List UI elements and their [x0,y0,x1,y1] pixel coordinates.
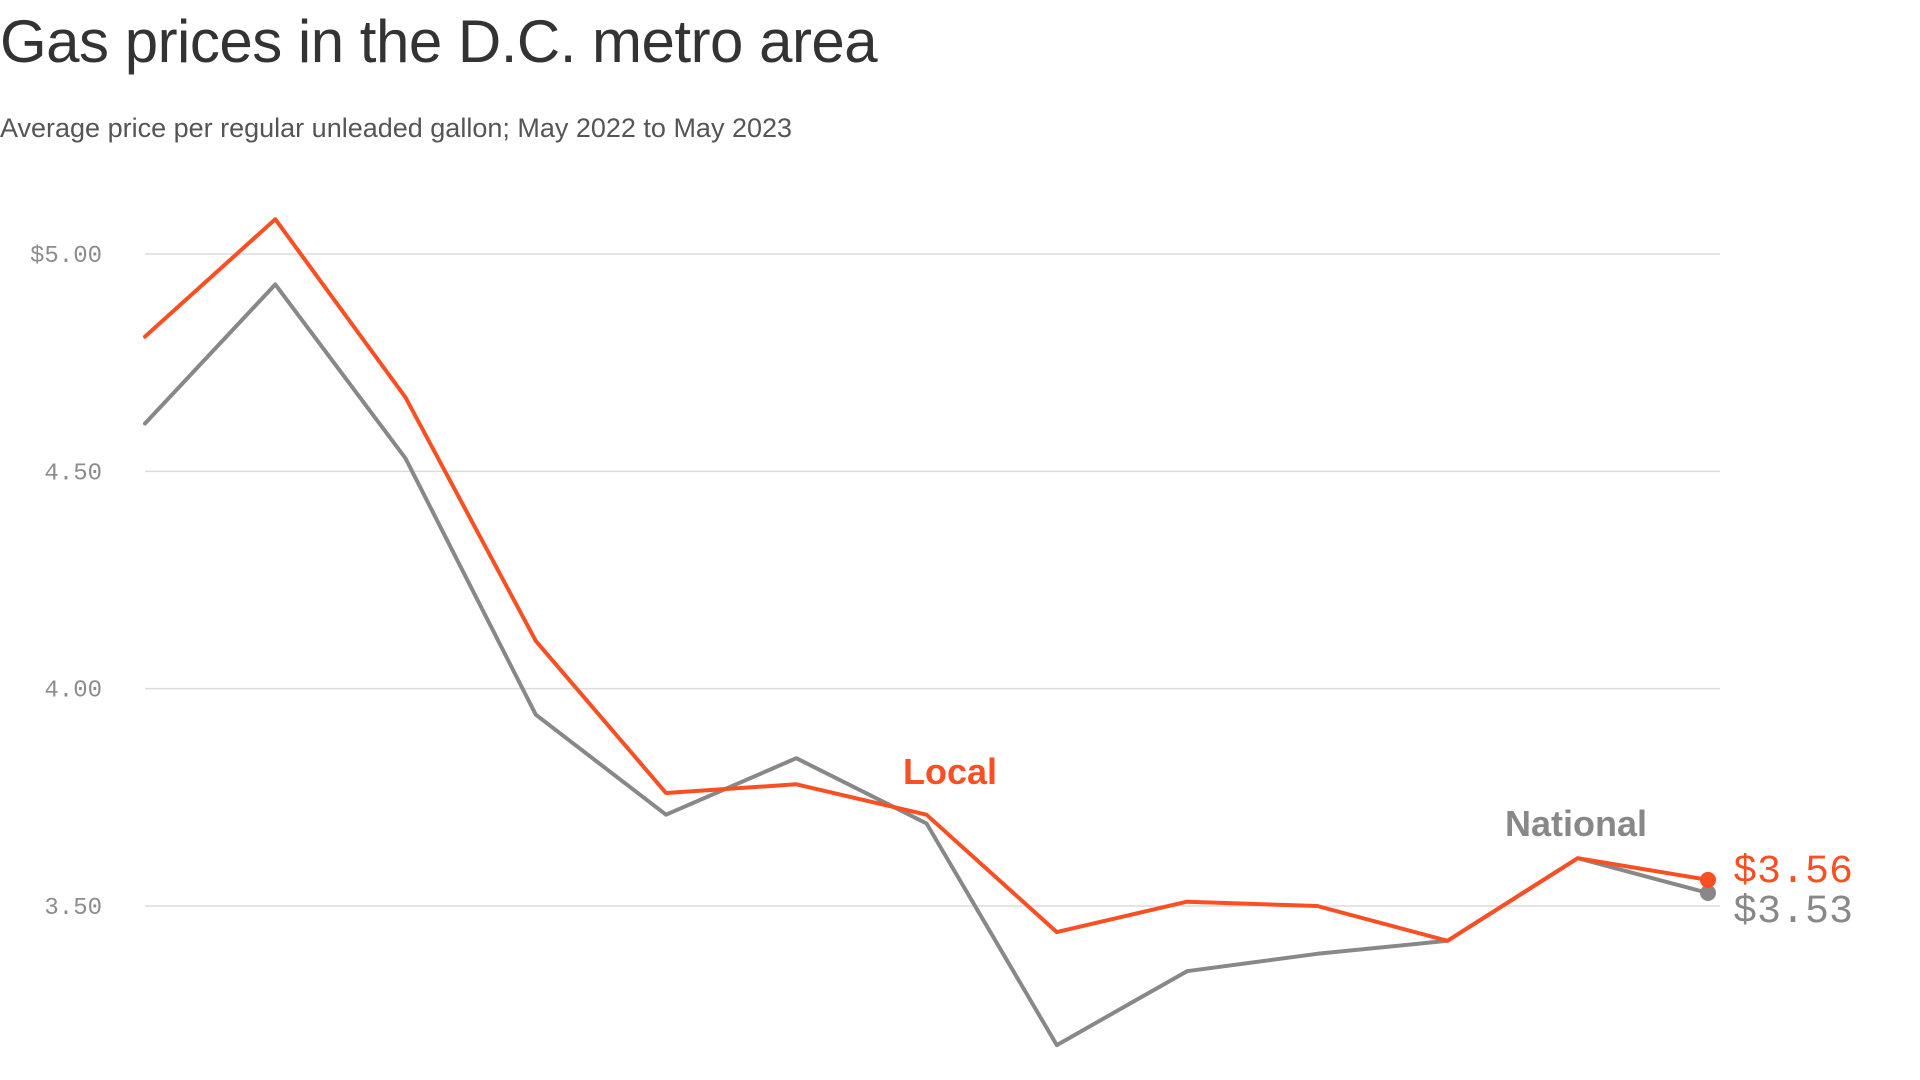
series-label-local: Local [903,751,997,792]
series-line-national [143,282,1710,1048]
series-line-local [143,217,1710,943]
end-point-national [1700,884,1716,901]
y-tick-label: 3.50 [44,895,102,922]
y-axis-ticks: $5.00 4.50 4.00 3.50 [30,243,102,922]
y-tick-label: $5.00 [30,243,102,270]
series-lines [143,217,1710,1048]
y-tick-label: 4.50 [44,460,102,487]
series-label-national: National [1505,803,1647,844]
series-labels: Local National $3.56$3.53 [903,751,1853,935]
end-markers [1700,871,1716,901]
chart-subtitle: Average price per regular unleaded gallo… [0,113,793,143]
y-tick-label: 4.00 [44,678,102,705]
gridlines [145,253,1720,907]
end-point-local [1700,871,1716,888]
end-value-local: $3.56 [1733,850,1853,895]
end-value-national: $3.53 [1733,890,1853,935]
chart-title: Gas prices in the D.C. metro area [0,8,878,75]
